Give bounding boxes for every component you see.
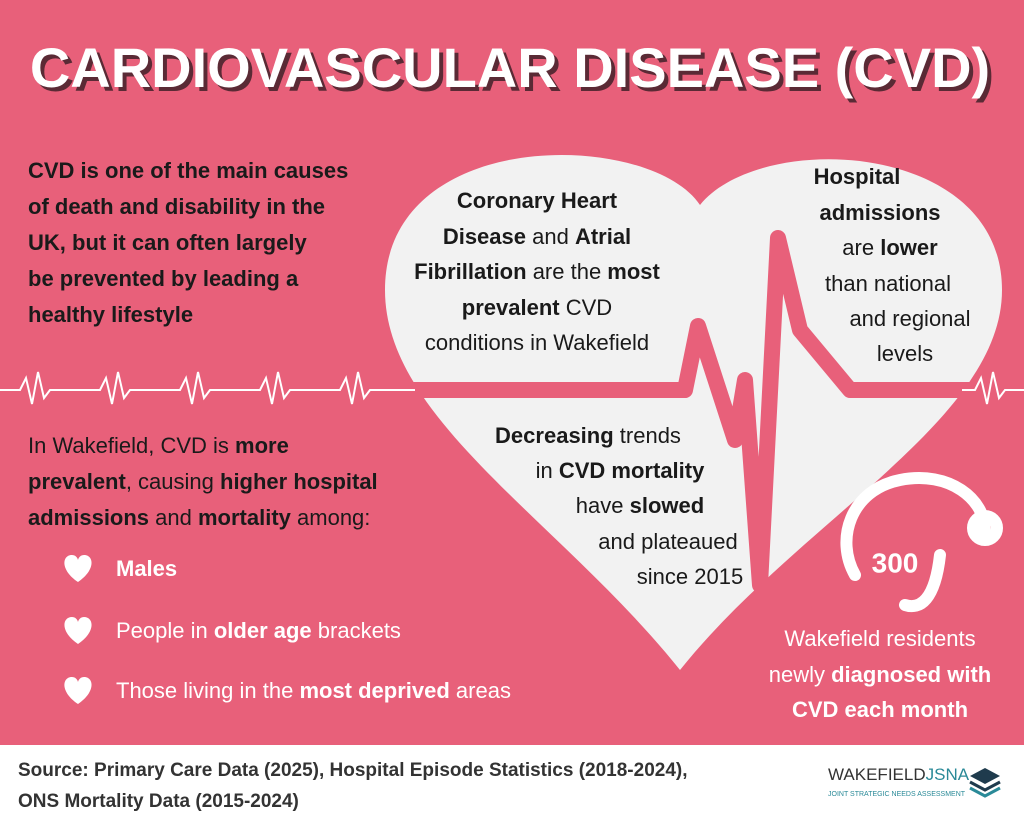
text-segment: diagnosed with xyxy=(831,662,991,687)
text-segment: Those living in the xyxy=(116,678,299,703)
stat-label-line: newly diagnosed with xyxy=(769,662,991,687)
heart-middle-line: since 2015 xyxy=(637,564,743,589)
heart-right-line: Hospital xyxy=(814,164,901,189)
logo-name: WAKEFIELDJSNA xyxy=(828,765,970,784)
text-segment: and plateaued xyxy=(598,529,737,554)
text-segment: Disease xyxy=(443,224,526,249)
source-line: Source: Primary Care Data (2025), Hospit… xyxy=(18,760,688,781)
heart-right-line: than national xyxy=(825,271,951,296)
stat-label-line: CVD each month xyxy=(792,697,968,722)
text-segment: prevalent xyxy=(28,469,126,494)
intro-line: UK, but it can often largely xyxy=(28,230,307,255)
text-segment: lower xyxy=(880,235,938,260)
text-segment: Wakefield residents xyxy=(784,626,975,651)
intro: CVD is one of the main causes of death a… xyxy=(28,158,348,327)
text-segment: prevalent xyxy=(462,295,560,320)
text-segment: admissions xyxy=(819,200,940,225)
text-segment: conditions in Wakefield xyxy=(425,330,649,355)
text-segment: and xyxy=(149,505,198,530)
stethoscope-icon xyxy=(840,472,1003,613)
logo-icon xyxy=(969,768,1001,798)
text-segment: higher hospital xyxy=(220,469,378,494)
text-segment: CVD mortality xyxy=(559,458,705,483)
group-item: Those living in the most deprived areas xyxy=(116,678,511,703)
heart-left-line: conditions in Wakefield xyxy=(425,330,649,355)
intro-line: be prevented by leading a xyxy=(28,266,299,291)
heart-middle-line: and plateaued xyxy=(598,529,737,554)
heart-left-line: Fibrillation are the most xyxy=(414,259,660,284)
text-segment: Decreasing xyxy=(495,423,614,448)
text-segment: levels xyxy=(877,341,933,366)
heart-icon xyxy=(64,617,92,644)
text-segment: newly xyxy=(769,662,831,687)
heart-icon xyxy=(64,677,92,704)
logo-brand: JSNA xyxy=(926,765,970,784)
logo-tagline: JOINT STRATEGIC NEEDS ASSESSMENT xyxy=(828,791,966,798)
text-segment: CVD each month xyxy=(792,697,968,722)
heart-right-line: are lower xyxy=(842,235,938,260)
heart-icon xyxy=(64,555,92,582)
group-item: People in older age brackets xyxy=(116,618,401,643)
text-segment: brackets xyxy=(312,618,401,643)
text-segment: and regional xyxy=(849,306,970,331)
text-segment: are xyxy=(842,235,880,260)
text-segment: among: xyxy=(291,505,371,530)
text-segment: Males xyxy=(116,556,177,581)
text-segment: CVD xyxy=(560,295,613,320)
text-segment: have xyxy=(576,493,630,518)
text-segment: since 2015 xyxy=(637,564,743,589)
heart-left-line: Disease and Atrial xyxy=(443,224,631,249)
wakefield-line: prevalent, causing higher hospital xyxy=(28,469,378,494)
heart-middle-line: have slowed xyxy=(576,493,704,518)
text-segment: slowed xyxy=(630,493,705,518)
stat-label-line: Wakefield residents xyxy=(784,626,975,651)
text-segment: more xyxy=(235,433,289,458)
text-segment: mortality xyxy=(198,505,292,530)
text-segment: , causing xyxy=(126,469,220,494)
text-segment: and xyxy=(526,224,575,249)
intro-line: of death and disability in the xyxy=(28,194,325,219)
heart-ecg-line xyxy=(385,230,1002,593)
heart-right-line: levels xyxy=(877,341,933,366)
text-segment: Fibrillation xyxy=(414,259,526,284)
title: CARDIOVASCULAR DISEASE (CVD) xyxy=(30,36,990,99)
text-segment: most xyxy=(607,259,660,284)
text-segment: Hospital xyxy=(814,164,901,189)
text-segment: in xyxy=(536,458,559,483)
text-segment: than national xyxy=(825,271,951,296)
text-segment: older age xyxy=(214,618,312,643)
text-segment: admissions xyxy=(28,505,149,530)
text-segment: People in xyxy=(116,618,214,643)
text-segment: Atrial xyxy=(575,224,631,249)
text-segment: Coronary Heart xyxy=(457,188,618,213)
ecg-line-left xyxy=(0,371,415,405)
intro-line: CVD is one of the main causes xyxy=(28,158,348,183)
stat-value: 300 xyxy=(872,547,919,578)
heart-left-line: prevalent CVD xyxy=(462,295,612,320)
title-shadow: CARDIOVASCULAR DISEASE (CVD) xyxy=(34,40,994,103)
heart-icons xyxy=(64,555,92,704)
intro-line: healthy lifestyle xyxy=(28,302,193,327)
text-segment: In Wakefield, CVD is xyxy=(28,433,235,458)
logo-name-text: WAKEFIELD xyxy=(828,765,926,784)
text-segment: areas xyxy=(450,678,511,703)
heart-middle-line: in CVD mortality xyxy=(536,458,705,483)
text-segment: most deprived xyxy=(299,678,449,703)
source-line: ONS Mortality Data (2015-2024) xyxy=(18,791,299,812)
footer-band xyxy=(0,745,1024,819)
heart-right-line: admissions xyxy=(819,200,940,225)
heart xyxy=(385,154,1002,670)
text-segment: trends xyxy=(614,423,681,448)
wakefield-line: admissions and mortality among: xyxy=(28,505,370,530)
ecg-line-right xyxy=(962,371,1024,405)
heart-left-line: Coronary Heart xyxy=(457,188,618,213)
group-item: Males xyxy=(116,556,177,581)
heart-right-line: and regional xyxy=(849,306,970,331)
text-segment: are the xyxy=(527,259,608,284)
wakefield-line: In Wakefield, CVD is more xyxy=(28,433,289,458)
heart-middle-line: Decreasing trends xyxy=(495,423,681,448)
